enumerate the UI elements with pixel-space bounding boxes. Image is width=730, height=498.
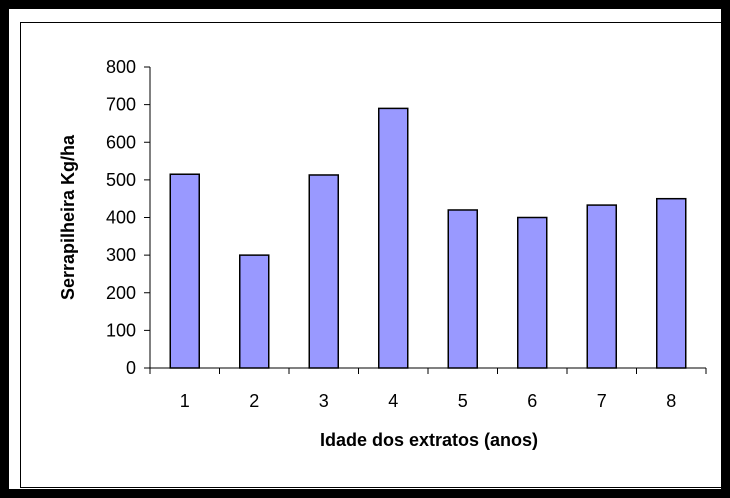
bar-1 (169, 173, 200, 369)
bars (169, 107, 687, 369)
bar-2 (239, 254, 270, 369)
y-tick-label: 100 (106, 320, 136, 340)
y-axis-ticks: 0 100 200 300 400 500 600 700 800 (106, 57, 150, 378)
x-tick-label: 4 (388, 391, 398, 411)
y-tick-label: 400 (106, 208, 136, 228)
bar-3 (308, 174, 339, 369)
y-tick-label: 300 (106, 245, 136, 265)
y-tick-label: 800 (106, 57, 136, 77)
x-axis-ticks: 1 2 3 4 5 6 7 8 (149, 368, 707, 411)
y-tick-label: 200 (106, 283, 136, 303)
x-tick-label: 8 (666, 391, 676, 411)
bar-4 (378, 107, 409, 369)
x-tick-label: 5 (458, 391, 468, 411)
x-axis-title: Idade dos extratos (anos) (320, 430, 538, 450)
y-tick-label: 500 (106, 170, 136, 190)
x-tick-label: 3 (319, 391, 329, 411)
x-tick-label: 7 (597, 391, 607, 411)
x-tick-label: 6 (527, 391, 537, 411)
bar-5 (447, 209, 478, 369)
x-tick-label: 1 (180, 391, 190, 411)
bar-8 (656, 197, 687, 369)
y-tick-label: 700 (106, 95, 136, 115)
y-axis-title: Serrapilheira Kg/ha (58, 134, 78, 300)
bar-7 (586, 204, 617, 369)
x-tick-label: 2 (249, 391, 259, 411)
y-tick-label: 0 (126, 358, 136, 378)
y-tick-label: 600 (106, 132, 136, 152)
bar-6 (517, 216, 548, 369)
